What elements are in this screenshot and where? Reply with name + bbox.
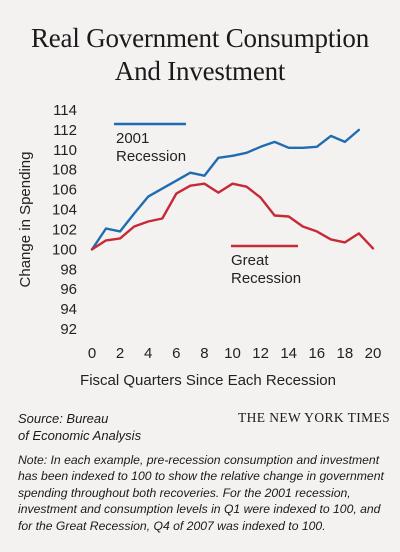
x-tick-label: 4 xyxy=(144,345,152,362)
x-tick-label: 16 xyxy=(308,345,325,362)
x-tick-label: 18 xyxy=(337,345,354,362)
legend-label-2001-recession: Recession xyxy=(116,148,186,165)
y-tick-label: 96 xyxy=(60,281,77,298)
source-note: Source: Bureau of Economic Analysis xyxy=(18,410,188,444)
y-tick-label: 114 xyxy=(53,102,77,119)
legend-label-2001-recession: 2001 xyxy=(116,130,149,147)
y-tick-label: 106 xyxy=(52,182,77,199)
x-tick-label: 0 xyxy=(88,345,96,362)
y-tick-label: 102 xyxy=(52,221,77,238)
y-tick-label: 100 xyxy=(52,241,77,258)
x-tick-label: 20 xyxy=(365,345,382,362)
y-tick-label: 94 xyxy=(60,301,77,318)
series-line-great-recession xyxy=(90,182,375,251)
source-line-2: of Economic Analysis xyxy=(18,428,142,443)
line-chart: 92 94 96 98 100 102 104 106 108 110 112 114 0 2 4 6 8 10 1… xyxy=(17,102,382,389)
x-tick-label: 14 xyxy=(280,345,297,362)
y-tick-label: 104 xyxy=(52,202,77,219)
y-tick-label: 98 xyxy=(60,261,77,278)
y-axis-title: Change in Spending xyxy=(17,152,34,288)
title-line-1: Real Government Consumption xyxy=(30,23,370,53)
publisher-logo: THE NEW YORK TIMES xyxy=(238,410,391,425)
y-tick-label: 108 xyxy=(52,162,77,179)
title-line-2: And Investment xyxy=(114,56,286,86)
chart-title: Real Government Consumption And Investme… xyxy=(0,22,400,88)
x-tick-label: 10 xyxy=(224,345,241,362)
series-line-2001-recession xyxy=(90,128,361,251)
y-tick-label: 92 xyxy=(60,321,77,338)
legend-label-great-recession: Great xyxy=(231,252,269,269)
x-axis-title: Fiscal Quarters Since Each Recession xyxy=(80,372,336,389)
footnote: Note: In each example, pre-recession con… xyxy=(18,453,384,533)
y-tick-label: 112 xyxy=(53,122,77,139)
x-tick-label: 12 xyxy=(252,345,269,362)
source-line-1: Source: Bureau xyxy=(18,411,109,426)
y-tick-label: 110 xyxy=(53,142,77,159)
x-tick-label: 8 xyxy=(200,345,208,362)
x-tick-label: 2 xyxy=(116,345,124,362)
x-tick-label: 6 xyxy=(172,345,180,362)
legend-label-great-recession: Recession xyxy=(231,270,301,287)
